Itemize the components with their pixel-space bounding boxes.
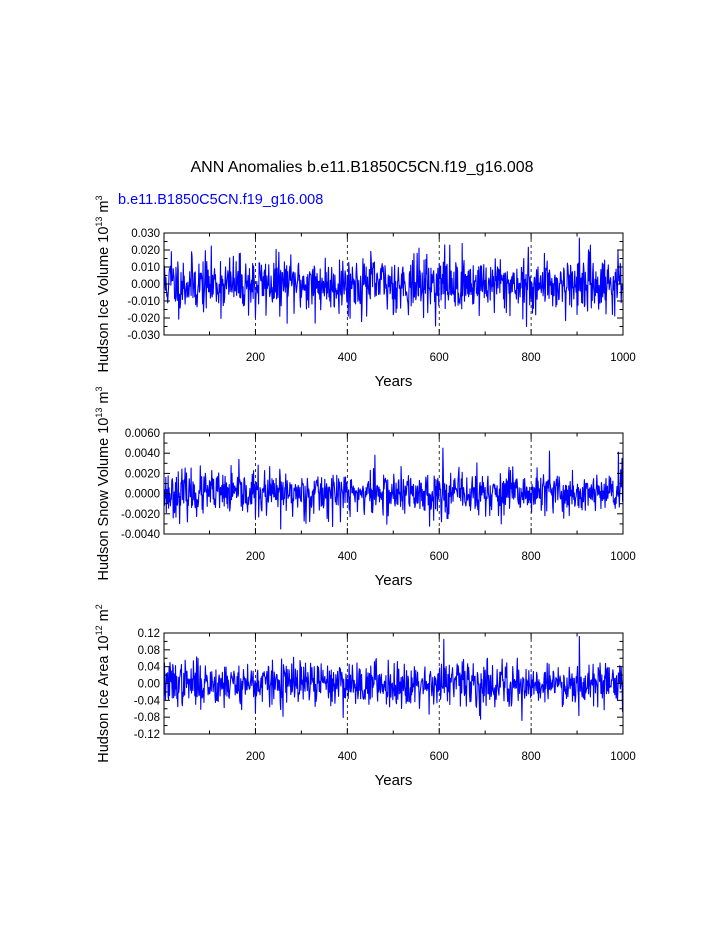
x-tick-label: 200 xyxy=(246,551,265,563)
y-axis-label: Hudson Snow Volume 1013 m3 xyxy=(94,387,112,581)
x-axis-label: Years xyxy=(375,572,413,589)
y-tick-label: -0.12 xyxy=(134,729,160,741)
y-tick-label: -0.030 xyxy=(127,330,160,342)
x-tick-label: 800 xyxy=(522,551,541,563)
x-tick-label: 400 xyxy=(338,551,357,563)
y-tick-label: -0.0020 xyxy=(121,509,160,521)
y-tick-label: 0.000 xyxy=(131,279,160,291)
series-line-1 xyxy=(163,447,624,530)
series-line-1 xyxy=(163,635,624,722)
y-tick-label: 0.0000 xyxy=(125,489,160,501)
x-tick-label: 400 xyxy=(338,352,357,364)
x-tick-label: 1000 xyxy=(610,751,636,763)
y-axis-label: Hudson Ice Area 1012 m2 xyxy=(94,604,112,763)
panel-1: 200 400 600 800 1000 -0.030 -0.020 -0.010 0.000 0… xyxy=(94,195,636,390)
x-tick-label: 1000 xyxy=(610,551,636,563)
figure-title: ANN Anomalies b.e11.B1850C5CN.f19_g16.00… xyxy=(190,159,533,176)
x-tick-label: 600 xyxy=(430,352,449,364)
panel-2: 200 400 600 800 1000 -0.0040 -0.0020 0.0000 0.00… xyxy=(94,387,636,589)
x-tick-label: 1000 xyxy=(610,352,636,364)
chart-panels: 200 400 600 800 1000-0.030-0.020-0.0100.0000… xyxy=(94,195,636,789)
y-tick-label: -0.04 xyxy=(134,695,161,707)
y-tick-label: -0.010 xyxy=(127,296,160,308)
y-tick-label: 0.0020 xyxy=(125,468,160,480)
x-tick-label: 600 xyxy=(430,751,449,763)
y-tick-label: 0.0040 xyxy=(125,448,160,460)
y-axis-label: Hudson Ice Volume 1013 m3 xyxy=(94,195,112,372)
y-tick-label: 0.00 xyxy=(138,679,160,691)
panel-3: 200 400 600 800 1000 -0.12 -0.08 -0.04 0.00 0.04 0… xyxy=(94,604,636,789)
y-tick-label: -0.0040 xyxy=(121,529,160,541)
y-tick-label: 0.010 xyxy=(131,262,160,274)
x-tick-label: 400 xyxy=(338,751,357,763)
y-tick-label: 0.08 xyxy=(138,645,160,657)
x-tick-label: 800 xyxy=(522,751,541,763)
y-tick-label: 0.030 xyxy=(131,228,160,240)
x-axis-label: Years xyxy=(375,373,413,390)
x-tick-label: 600 xyxy=(430,551,449,563)
y-tick-label: 0.12 xyxy=(138,628,160,640)
y-tick-label: -0.020 xyxy=(127,313,160,325)
x-tick-label: 200 xyxy=(246,751,265,763)
y-tick-label: -0.08 xyxy=(134,712,160,724)
x-axis-label: Years xyxy=(375,772,413,789)
x-tick-label: 200 xyxy=(246,352,265,364)
figure-subtitle: b.e11.B1850C5CN.f19_g16.008 xyxy=(118,192,323,208)
series-line-1 xyxy=(163,237,624,328)
y-tick-label: 0.0060 xyxy=(125,428,160,440)
y-tick-label: 0.04 xyxy=(138,662,161,674)
y-tick-label: 0.020 xyxy=(131,245,160,257)
x-tick-label: 800 xyxy=(522,352,541,364)
